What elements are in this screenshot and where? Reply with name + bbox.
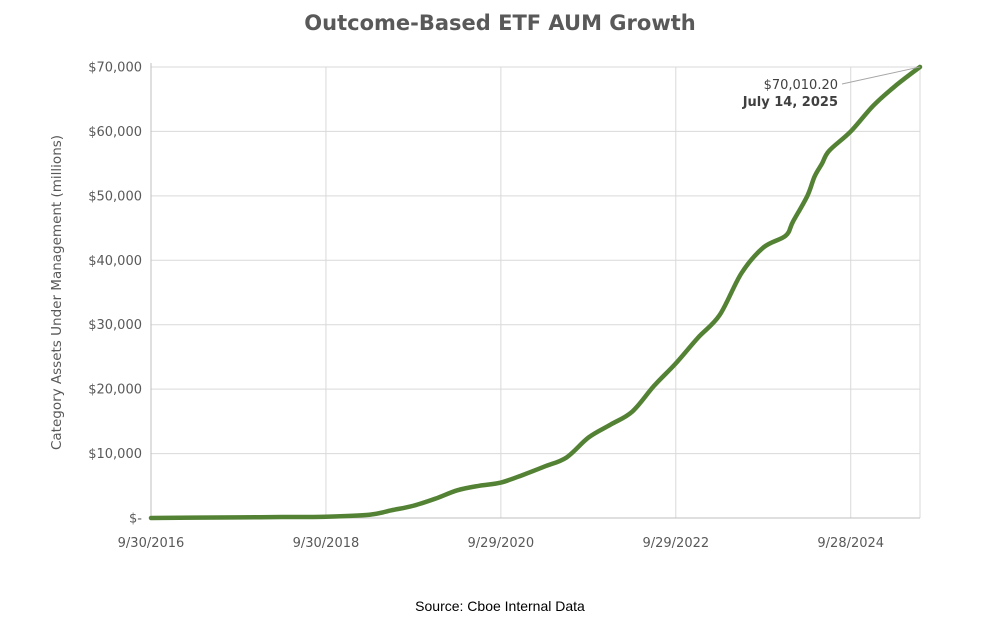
y-tick-label: $60,000 xyxy=(88,125,142,140)
vertical-gridlines xyxy=(325,67,921,518)
annotation-value: $70,010.20 xyxy=(764,78,838,93)
x-tick-label: 9/29/2022 xyxy=(642,536,709,551)
x-tick-label: 9/28/2024 xyxy=(817,536,884,551)
y-tick-labels: $- $10,000 $20,000 $30,000 $40,000 $50,000 $60… xyxy=(88,61,142,527)
y-tick-label: $- xyxy=(129,512,142,527)
annotation-leader-line xyxy=(841,66,921,85)
y-tick-label: $20,000 xyxy=(88,383,142,398)
annotation-date: July 14, 2025 xyxy=(742,95,838,110)
y-tick-label: $40,000 xyxy=(88,254,142,269)
x-tick-label: 9/30/2018 xyxy=(293,536,360,551)
series-line xyxy=(148,64,923,521)
y-tick-label: $70,000 xyxy=(88,61,142,76)
chart-title: Outcome-Based ETF AUM Growth xyxy=(304,11,696,35)
y-tick-label: $30,000 xyxy=(88,318,142,333)
y-tick-label: $10,000 xyxy=(88,447,142,462)
x-tick-label: 9/29/2020 xyxy=(468,536,535,551)
horizontal-gridlines xyxy=(151,66,920,455)
x-tick-label: 9/30/2016 xyxy=(118,536,185,551)
source-note: Source: Cboe Internal Data xyxy=(415,598,585,614)
y-axis-label: Category Assets Under Management (millio… xyxy=(49,135,65,450)
x-tick-labels: 9/30/2016 9/30/2018 9/29/2020 9/29/2022 9/28… xyxy=(118,536,884,551)
y-tick-label: $50,000 xyxy=(88,189,142,204)
